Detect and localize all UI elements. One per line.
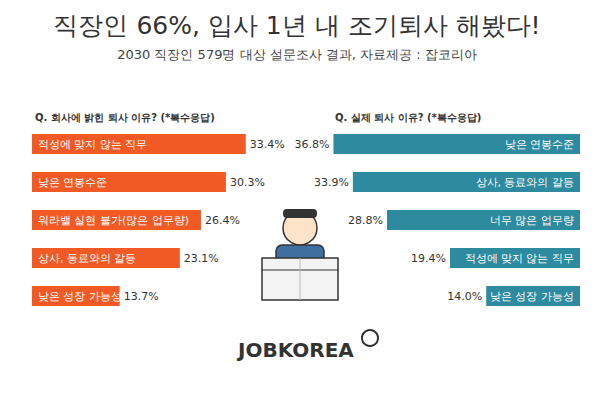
- svg-text:30.3%: 30.3%: [230, 176, 265, 189]
- svg-text:2030 직장인 579명 대상 설문조사 결과, 자료제공: 2030 직장인 579명 대상 설문조사 결과, 자료제공 : 잡코리아: [117, 47, 476, 62]
- svg-text:13.7%: 13.7%: [124, 290, 159, 303]
- svg-text:33.9%: 33.9%: [314, 176, 349, 189]
- svg-text:19.4%: 19.4%: [411, 252, 446, 265]
- svg-text:36.8%: 36.8%: [294, 138, 329, 151]
- svg-text:너무 많은 업무량: 너무 많은 업무량: [490, 214, 574, 227]
- svg-text:적성에 맞지 않는 직무: 적성에 맞지 않는 직무: [38, 138, 148, 151]
- svg-text:낮은 연봉수준: 낮은 연봉수준: [38, 176, 108, 189]
- svg-text:JOBKOREA: JOBKOREA: [236, 338, 354, 362]
- svg-text:14.0%: 14.0%: [447, 290, 482, 303]
- svg-text:낮은 성장 가능성: 낮은 성장 가능성: [490, 290, 574, 303]
- svg-text:적성에 맞지 않는 직무: 적성에 맞지 않는 직무: [465, 252, 575, 265]
- svg-text:28.8%: 28.8%: [348, 214, 383, 227]
- svg-text:낮은 연봉수준: 낮은 연봉수준: [505, 138, 575, 151]
- svg-text:Q. 회사에 밝힌 퇴사 이유? (*복수응답): Q. 회사에 밝힌 퇴사 이유? (*복수응답): [35, 112, 215, 123]
- svg-text:상사, 동료와의 갈등: 상사, 동료와의 갈등: [38, 252, 137, 265]
- svg-text:워라밸 실현 불가(많은 업무량): 워라밸 실현 불가(많은 업무량): [38, 214, 189, 227]
- svg-text:33.4%: 33.4%: [250, 138, 285, 151]
- svg-text:상사, 동료와의 갈등: 상사, 동료와의 갈등: [476, 176, 575, 189]
- svg-text:23.1%: 23.1%: [184, 252, 219, 265]
- svg-text:직장인 66%, 입사 1년 내 조기퇴사 해봤다!: 직장인 66%, 입사 1년 내 조기퇴사 해봤다!: [53, 11, 540, 40]
- svg-text:낮은 성장 가능성: 낮은 성장 가능성: [38, 290, 122, 303]
- svg-text:26.4%: 26.4%: [205, 214, 240, 227]
- svg-text:Q. 실제 퇴사 이유? (*복수응답): Q. 실제 퇴사 이유? (*복수응답): [335, 112, 481, 123]
